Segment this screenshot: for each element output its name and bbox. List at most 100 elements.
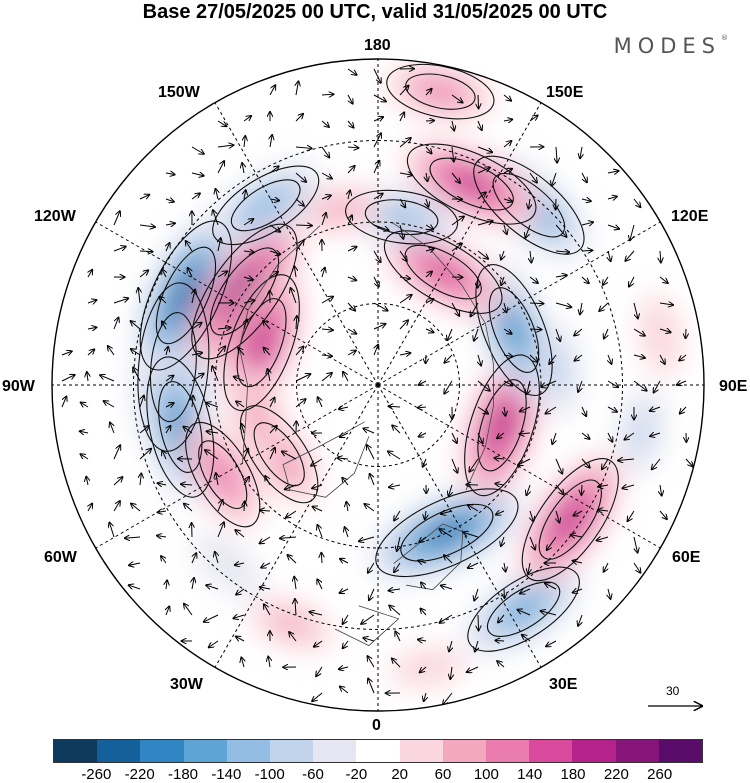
wind-vector xyxy=(166,347,168,356)
wind-vector xyxy=(529,329,541,330)
wind-vector xyxy=(495,484,505,485)
wind-vector xyxy=(343,640,349,648)
anomaly-band xyxy=(174,276,198,315)
wind-vector xyxy=(660,250,661,262)
contour-line xyxy=(236,298,287,388)
wind-vector xyxy=(125,537,141,538)
contour-line xyxy=(538,479,602,560)
wind-vector xyxy=(373,224,389,230)
wind-vector xyxy=(497,661,505,668)
wind-vector xyxy=(477,146,492,152)
colorbar-bin xyxy=(97,740,141,762)
wind-vector xyxy=(580,302,582,314)
wind-vector xyxy=(166,426,170,434)
contour-line xyxy=(253,422,305,487)
wind-vector xyxy=(368,656,375,668)
wind-vector xyxy=(503,169,512,173)
wind-vector xyxy=(236,401,245,408)
wind-vector xyxy=(288,555,297,564)
wind-vector xyxy=(556,510,559,523)
wind-vector xyxy=(289,632,297,642)
wind-vector xyxy=(317,525,323,538)
wind-vector xyxy=(503,119,512,121)
wind-vector xyxy=(581,222,593,225)
wind-vector xyxy=(322,268,325,278)
wind-vector xyxy=(522,635,531,642)
wind-vector xyxy=(192,396,193,408)
wind-vector xyxy=(425,299,433,303)
wind-vector xyxy=(529,536,535,549)
wind-vector xyxy=(607,380,618,387)
lon-label-120w: 120W xyxy=(34,208,76,225)
wind-vector xyxy=(578,614,582,626)
wind-vector xyxy=(549,354,557,364)
wind-vector xyxy=(191,374,204,382)
wind-vector xyxy=(520,433,531,434)
reference-vector-value: 30 xyxy=(666,684,680,698)
wind-vector xyxy=(131,321,141,330)
wind-vector xyxy=(235,563,245,565)
wind-vector xyxy=(652,458,661,469)
wind-vector xyxy=(244,501,245,512)
contour-line xyxy=(345,189,459,245)
wind-vector xyxy=(113,211,120,226)
wind-vector xyxy=(295,172,306,182)
wind-vector xyxy=(545,406,557,414)
wind-vector xyxy=(477,380,490,391)
wind-vector xyxy=(321,329,333,330)
wind-vector xyxy=(321,355,332,356)
wind-vector xyxy=(165,199,174,202)
wind-vector xyxy=(659,510,667,519)
colorbar-bin xyxy=(54,740,98,762)
anomaly-band xyxy=(422,257,464,287)
wind-vector xyxy=(291,288,297,304)
wind-vector xyxy=(282,452,297,460)
wind-vector xyxy=(608,250,611,261)
wind-vector xyxy=(608,588,610,599)
coastline xyxy=(391,222,494,491)
wind-vector xyxy=(555,328,560,341)
wind-vector xyxy=(477,406,488,414)
wind-vector xyxy=(400,224,403,239)
contour-line xyxy=(400,503,494,562)
anomaly-band xyxy=(206,451,240,498)
anomaly-band xyxy=(457,175,486,193)
wind-vector xyxy=(363,428,375,434)
wind-vector xyxy=(607,197,617,199)
wind-vector xyxy=(622,485,635,488)
colorbar-bin xyxy=(226,740,271,762)
wind-vector xyxy=(295,147,312,148)
wind-vector xyxy=(423,458,426,467)
colorbar-tick-label: 20 xyxy=(391,766,408,783)
wind-vector xyxy=(552,172,557,186)
wind-vector xyxy=(582,406,586,416)
contour-line xyxy=(467,566,580,652)
contour-line xyxy=(464,354,540,497)
map-disc-border xyxy=(51,58,705,712)
contour-line xyxy=(486,581,561,637)
wind-vector xyxy=(419,536,427,542)
colorbar-tick-label: -220 xyxy=(124,766,155,783)
wind-vector xyxy=(241,658,244,668)
wind-vector xyxy=(477,192,486,200)
wind-vector xyxy=(424,692,426,701)
wind-vector xyxy=(498,614,505,622)
wind-vector xyxy=(633,198,640,207)
wind-vector xyxy=(451,302,459,316)
wind-vector xyxy=(603,276,609,285)
wind-vector xyxy=(339,667,349,669)
wind-vector xyxy=(321,297,333,304)
wind-vector xyxy=(340,559,349,563)
lon-label-30e: 30E xyxy=(549,676,578,693)
wind-vector xyxy=(113,501,120,512)
wind-vector xyxy=(526,484,530,495)
wind-vector xyxy=(399,320,408,330)
wind-vector xyxy=(86,477,88,486)
wind-vector xyxy=(451,172,460,183)
wind-vector xyxy=(263,321,271,330)
wind-vector xyxy=(373,250,381,262)
wind-vector xyxy=(604,328,608,338)
wind-vector xyxy=(260,587,271,589)
wind-vector xyxy=(495,640,505,641)
